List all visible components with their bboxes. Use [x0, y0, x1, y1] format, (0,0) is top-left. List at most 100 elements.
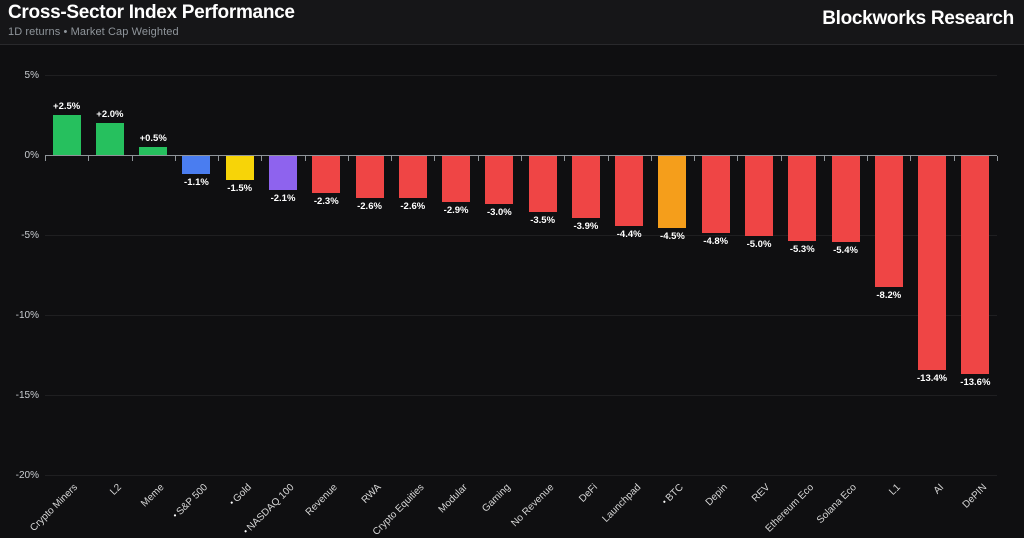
bar-depin [961, 156, 990, 374]
y-axis-tick-label: 0% [24, 150, 39, 161]
bar-value-label: -2.1% [270, 192, 296, 204]
bar-crypto-equities [398, 156, 427, 198]
x-axis-tick [521, 156, 522, 161]
bar-ethereum-eco [788, 156, 817, 241]
x-category-label: Gaming [480, 482, 514, 515]
bar-value-label: -8.2% [876, 290, 902, 302]
x-category-label: L1 [886, 482, 903, 498]
grid-line [45, 395, 997, 396]
x-category-label: Meme [139, 482, 167, 510]
x-category-label: DeFi [576, 482, 600, 505]
x-axis-tick [88, 156, 90, 161]
grid-line [45, 475, 997, 476]
bar-value-label: -3.0% [486, 207, 512, 218]
x-axis-tick [45, 156, 46, 161]
benchmark-dot-icon: • [241, 525, 252, 536]
bar-s-p-500 [182, 156, 211, 174]
x-axis-tick [780, 156, 782, 161]
bar-value-label: -2.6% [400, 200, 426, 212]
x-axis-tick [650, 156, 652, 161]
bar-revenue [312, 156, 341, 193]
x-axis-tick [304, 156, 306, 161]
x-axis-tick [607, 156, 609, 161]
x-category-label: AI [931, 482, 946, 497]
chart-header: Cross-Sector Index Performance 1D return… [0, 0, 1024, 45]
grid-line [45, 75, 997, 76]
bar-launchpad [615, 156, 644, 227]
bar-value-label: +2.5% [53, 101, 81, 112]
bar-chart-plot-area: 5% 0% -5% -10% -15% -20% +2.5% +2.0% +0.5% -1.1% -… [0, 45, 1024, 538]
bar-btc [658, 156, 687, 228]
bar-no-revenue [528, 156, 557, 212]
x-category-label: Depin [703, 482, 730, 509]
x-category-label: DePIN [960, 482, 990, 511]
bar-value-label: -1.5% [227, 183, 253, 194]
bar-value-label: -2.3% [313, 195, 339, 207]
x-axis-tick [347, 156, 349, 161]
bar-value-label: -5.0% [746, 239, 772, 250]
bar-value-label: -13.6% [960, 376, 991, 388]
bar-l1 [874, 156, 903, 288]
x-axis-tick [997, 156, 998, 161]
x-axis-tick [261, 156, 263, 161]
benchmark-dot-icon: • [660, 496, 671, 507]
bar-value-label: -5.3% [789, 243, 815, 255]
bar-value-label: +2.0% [96, 109, 124, 120]
x-axis-tick [218, 156, 220, 161]
y-axis-tick-label: -5% [21, 230, 39, 241]
zero-baseline [45, 155, 997, 156]
x-category-label: • Gold [227, 482, 254, 507]
bar-ai [918, 156, 947, 371]
x-axis-tick [131, 156, 133, 161]
x-category-label: • S&P 500 [171, 482, 211, 520]
grid-line [45, 235, 997, 236]
x-axis-tick [434, 156, 436, 161]
bar-value-label: +0.5% [139, 133, 167, 144]
bar-rwa [355, 156, 384, 198]
bar-value-label: -3.5% [530, 215, 556, 226]
page-title: Cross-Sector Index Performance [8, 2, 295, 23]
bar-value-label: -1.1% [184, 176, 209, 188]
bar-gold [225, 156, 254, 180]
bar-value-label: -4.4% [616, 229, 642, 241]
bar-value-label: -2.9% [443, 205, 469, 217]
bar-solana-eco [831, 156, 860, 243]
bar-defi [571, 156, 600, 219]
bar-value-label: -13.4% [917, 373, 948, 385]
bar-modular [442, 156, 471, 203]
bar-l2 [95, 123, 124, 155]
x-axis-tick [174, 156, 176, 161]
x-category-label: L2 [108, 482, 124, 498]
y-axis-tick-label: -15% [15, 390, 39, 401]
chart-subtitle: 1D returns • Market Cap Weighted [8, 26, 179, 38]
bar-value-label: -5.4% [833, 245, 858, 257]
x-category-label: No Revenue [509, 482, 557, 530]
y-axis-tick-label: 5% [24, 70, 39, 81]
benchmark-dot-icon: • [227, 496, 238, 507]
bar-value-label: -3.9% [573, 221, 599, 233]
x-axis-tick [564, 156, 566, 161]
bar-value-label: -4.8% [703, 235, 729, 247]
x-category-label: Modular [436, 482, 470, 516]
x-axis-tick [823, 156, 825, 161]
x-axis-tick [694, 156, 696, 161]
bar-meme [139, 147, 168, 155]
bar-rev [745, 156, 773, 236]
x-axis-tick [953, 156, 955, 161]
bar-nasdaq-100 [269, 156, 297, 190]
y-axis-tick-label: -20% [15, 470, 39, 481]
grid-line [45, 315, 997, 316]
x-category-label: Solana Eco [815, 482, 860, 526]
brand-logo: Blockworks Research [822, 8, 1014, 29]
bar-gaming [485, 156, 514, 204]
x-category-label: RWA [359, 482, 384, 506]
x-axis-tick [737, 156, 739, 161]
x-axis-tick [391, 156, 393, 161]
bar-depin [701, 156, 730, 233]
x-axis-tick [910, 156, 912, 161]
x-axis-tick [867, 156, 869, 161]
bar-value-label: -2.6% [357, 200, 382, 212]
y-axis-tick-label: -10% [15, 310, 39, 321]
x-category-label: Launchpad [600, 482, 643, 525]
